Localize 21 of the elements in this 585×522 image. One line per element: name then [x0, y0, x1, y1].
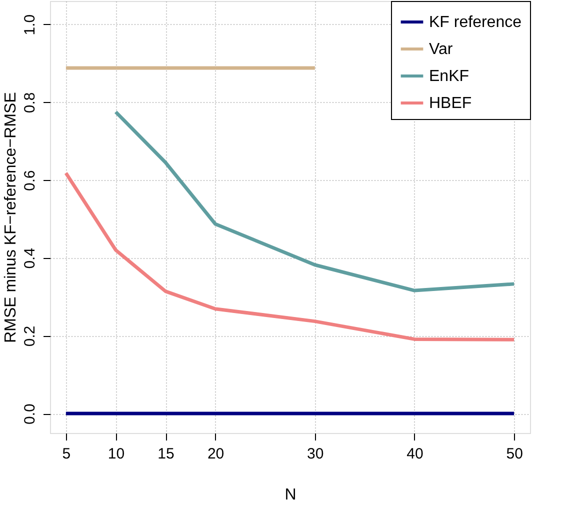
x-tick-label: 30 [307, 446, 324, 462]
line-series [64, 171, 516, 342]
y-tick-label: 0.6 [22, 170, 38, 191]
x-tick-label: 15 [158, 446, 174, 462]
x-tick-label: 40 [406, 446, 424, 462]
y-tick-label: 1.0 [22, 14, 38, 36]
y-tick-label: 0.0 [22, 404, 38, 424]
x-tick-label: 5 [62, 446, 71, 462]
y-tick-label: 0.8 [22, 92, 38, 114]
legend-label: HBEF [429, 95, 472, 112]
legend-label: Var [429, 41, 454, 58]
x-tick-label: 20 [207, 446, 224, 462]
legend-label: KF reference [429, 14, 522, 31]
x-tick-label: 10 [108, 446, 125, 462]
y-tick-label: 0.2 [22, 326, 38, 347]
legend-label: EnKF [429, 68, 470, 85]
y-tick-label: 0.4 [22, 248, 38, 269]
x-axis-title: N [284, 486, 296, 504]
line-series [114, 110, 516, 292]
x-tick-label: 50 [506, 446, 523, 462]
y-axis-title: RMSE minus KF−reference−RMSE [2, 92, 20, 343]
